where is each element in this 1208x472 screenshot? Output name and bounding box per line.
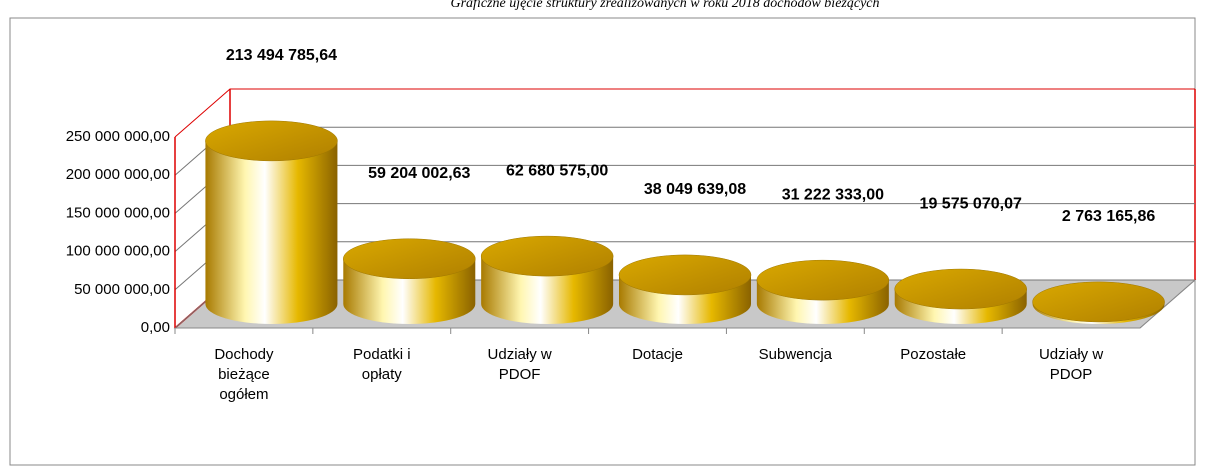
chart-title: Graficzne ujęcie struktury zrealizowanyc… [451,0,880,11]
cylinder-top [480,235,614,277]
cylinder-top [343,238,476,280]
cylinder [343,238,476,324]
value-label: 62 680 575,00 [506,162,608,179]
grid-line [174,88,1195,138]
y-tick-label: 250 000 000,00 [66,128,170,145]
value-label: 2 763 165,86 [1062,208,1156,225]
value-label: 19 575 070,07 [920,195,1022,212]
x-tick-label: Podatki i opłaty [353,346,411,383]
y-tick-label: 150 000 000,00 [66,204,170,221]
x-tick-label: Udziały w PDOP [1038,346,1104,383]
x-tick-label: Dochody bieżące ogółem [214,346,274,403]
cylinder-body [205,140,338,324]
cylinder [894,268,1027,324]
value-label: 38 049 639,08 [644,181,746,198]
x-tick-label: Udziały w PDOF [487,346,552,383]
cylinder-top [756,259,890,301]
cylinder-top [618,254,752,296]
x-tick-label: Subwencja [758,346,833,363]
x-tick-label: Pozostałe [900,346,967,363]
cylinder [618,254,752,324]
cylinder [1032,281,1165,324]
value-label: 59 204 002,63 [368,165,470,182]
cylinder-top [894,268,1027,310]
y-tick-label: 50 000 000,00 [74,281,170,298]
y-tick-label: 200 000 000,00 [66,166,170,183]
y-tick-label: 100 000 000,00 [66,243,170,260]
value-label: 31 222 333,00 [782,186,884,203]
cylinder [756,259,890,324]
cylinder-top [205,120,338,162]
cylinder-top [1032,281,1165,323]
cylinder [205,120,338,324]
x-tick-label: Dotacje [632,346,683,363]
cylinder [480,235,614,324]
value-label: 213 494 785,64 [226,47,337,64]
x-axis-edge [1139,279,1196,329]
y-tick-label: 0,00 [141,319,170,336]
